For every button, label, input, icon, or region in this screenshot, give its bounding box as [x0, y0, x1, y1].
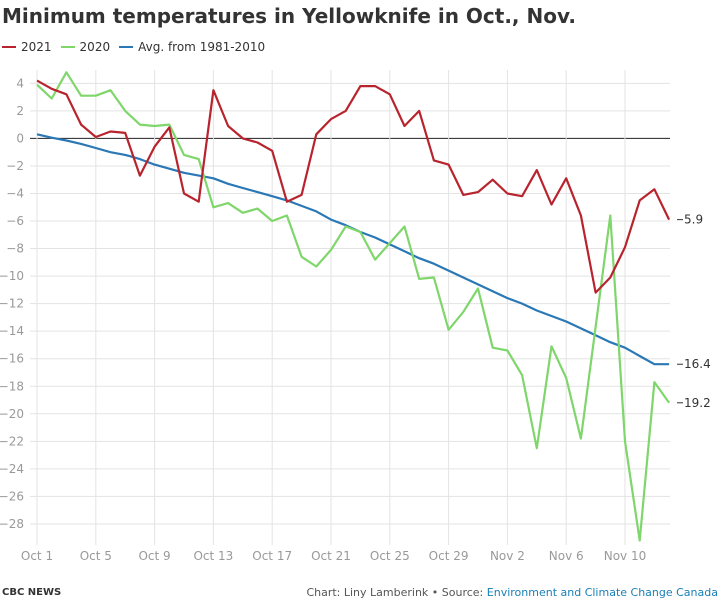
y-tick-label: −18 — [0, 379, 24, 393]
x-tick-label: Oct 13 — [193, 549, 233, 563]
series-line-2021[interactable] — [36, 79, 671, 294]
x-tick-label: Oct 29 — [429, 549, 469, 563]
credit-text: Chart: Liny Lamberink • Source: — [306, 586, 487, 599]
series-line-2020[interactable] — [36, 71, 670, 542]
y-tick-label: −20 — [0, 407, 24, 421]
end-value-label: 19.2 — [684, 396, 711, 410]
x-tick-label: Nov 2 — [490, 549, 525, 563]
chart-title: Minimum temperatures in Yellowknife in O… — [2, 4, 576, 28]
x-tick-label: Oct 17 — [252, 549, 292, 563]
legend: 2021 2020 Avg. from 1981-2010 — [2, 40, 274, 54]
series-line-avg-from-1981-2010[interactable] — [36, 133, 670, 366]
x-tick-label: Oct 5 — [80, 549, 112, 563]
x-tick-label: Oct 25 — [370, 549, 410, 563]
line-chart: 4 2 0 −2 −4 −6 −8 −10 −12 −14 −16 −18 −20 −22 −24 −26 −2… — [0, 70, 711, 563]
y-tick-label: 2 — [16, 104, 24, 118]
y-tick-label: −24 — [0, 462, 24, 476]
series-lines — [36, 71, 671, 542]
credit-line: Chart: Liny Lamberink • Source: Environm… — [306, 586, 718, 599]
legend-swatch-average — [119, 46, 134, 48]
y-axis-ticks: 4 2 0 −2 −4 −6 −8 −10 −12 −14 −16 −18 −20 −22 −24 −26 −2… — [0, 76, 24, 531]
legend-swatch-2021 — [2, 46, 16, 48]
x-tick-label: Oct 1 — [21, 549, 53, 563]
legend-item-average[interactable]: Avg. from 1981-2010 — [119, 40, 265, 54]
y-tick-label: −6 — [6, 214, 24, 228]
y-tick-label: −2 — [6, 159, 24, 173]
legend-label-2020: 2020 — [79, 40, 111, 54]
x-axis-ticks: Oct 1 Oct 5 Oct 9 Oct 13 Oct 17 Oct 21 Oct 25 O… — [21, 549, 646, 563]
legend-item-2020[interactable]: 2020 — [60, 40, 111, 54]
legend-label-2021: 2021 — [21, 40, 52, 54]
legend-label-average: Avg. from 1981-2010 — [138, 40, 266, 54]
y-tick-label: −12 — [0, 297, 24, 311]
y-tick-label: 0 — [16, 131, 24, 145]
x-tick-label: Nov 6 — [549, 549, 584, 563]
x-tick-label: Oct 21 — [311, 549, 351, 563]
brand-label: CBC NEWS — [2, 587, 62, 598]
x-tick-label: Oct 9 — [138, 549, 170, 563]
legend-swatch-2020 — [60, 46, 75, 48]
x-tick-label: Nov 10 — [604, 549, 647, 563]
y-tick-label: −4 — [6, 186, 24, 200]
y-tick-label: −14 — [0, 324, 24, 338]
end-labels: 5.9 19.2 16.4 — [677, 213, 711, 410]
y-tick-label: −22 — [0, 434, 24, 448]
y-tick-label: 4 — [16, 76, 24, 90]
y-tick-label: −8 — [6, 242, 24, 256]
source-link[interactable]: Environment and Climate Change Canada — [486, 586, 718, 599]
legend-item-2021[interactable]: 2021 — [2, 40, 52, 54]
y-tick-label: −28 — [0, 517, 24, 531]
y-tick-label: −10 — [0, 269, 24, 283]
y-tick-label: −26 — [0, 489, 24, 503]
end-value-label: 16.4 — [684, 357, 711, 371]
y-tick-label: −16 — [0, 352, 24, 366]
end-value-label: 5.9 — [684, 213, 703, 227]
grid — [30, 70, 670, 545]
